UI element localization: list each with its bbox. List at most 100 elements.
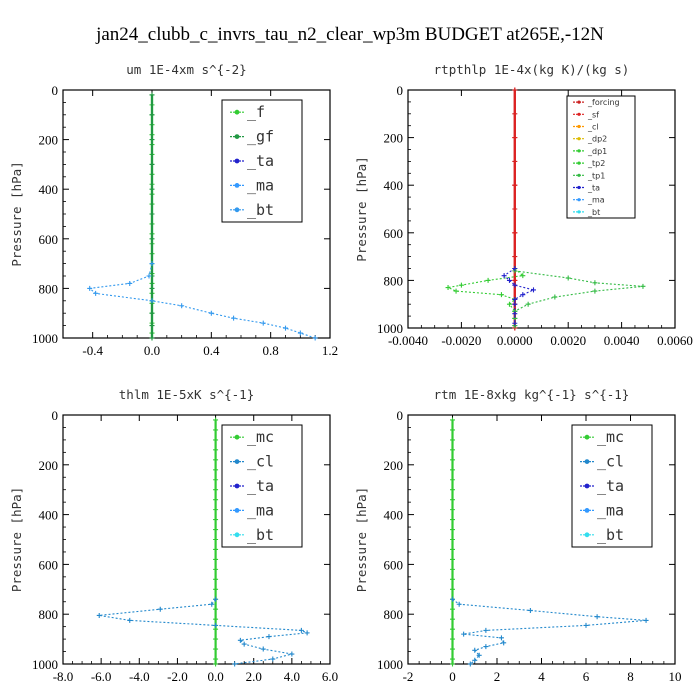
data-point xyxy=(213,622,219,628)
series-group xyxy=(450,417,649,667)
legend-entry: _mc xyxy=(597,428,624,446)
data-point xyxy=(450,537,455,542)
legend-marker xyxy=(234,459,240,464)
panel-1: um 1E-4xm s^{-2} Pressure [hPa] -0.4 0.0 0.4… xyxy=(9,62,338,358)
legend-entry: _cl xyxy=(587,123,599,132)
data-point xyxy=(213,546,219,552)
legend-entry: _ma xyxy=(247,176,274,194)
legend-marker xyxy=(584,483,590,489)
legend: _mc _cl _ta _ma _bt xyxy=(221,424,303,548)
data-point xyxy=(231,315,237,321)
data-point xyxy=(213,636,219,642)
legend-box xyxy=(566,95,636,219)
data-point xyxy=(93,290,99,296)
data-point xyxy=(450,497,455,503)
data-point xyxy=(213,661,219,667)
data-point xyxy=(472,657,478,663)
legend-marker xyxy=(577,185,581,190)
data-point xyxy=(149,323,155,329)
data-point xyxy=(592,288,598,294)
x-tick-label: 8 xyxy=(627,669,634,684)
panel-4: rtm 1E-8xkg kg^{-1} s^{-1} Pressure [hPa]… xyxy=(354,387,682,684)
data-point xyxy=(476,652,482,658)
data-point xyxy=(594,614,600,620)
data-point xyxy=(472,647,478,653)
data-point xyxy=(298,627,304,633)
legend-marker xyxy=(584,434,590,440)
data-point xyxy=(512,320,518,326)
data-point xyxy=(512,135,518,141)
x-tick-label: -2 xyxy=(403,669,414,684)
data-point xyxy=(450,546,455,552)
y-axis-label: Pressure [hPa] xyxy=(354,156,369,261)
data-point xyxy=(283,325,288,331)
data-point xyxy=(483,627,489,633)
x-tick-label: 2.0 xyxy=(246,669,262,684)
legend-marker xyxy=(584,532,590,538)
legend-marker xyxy=(577,210,581,214)
data-point xyxy=(498,635,504,641)
y-tick-label: 200 xyxy=(384,458,404,473)
data-point xyxy=(213,477,219,483)
data-point xyxy=(213,596,219,602)
legend-box xyxy=(221,424,303,548)
data-point xyxy=(450,596,455,602)
x-tick-label: 6 xyxy=(583,669,590,684)
data-point xyxy=(450,636,455,642)
data-point xyxy=(506,277,512,283)
series-line-cl xyxy=(452,598,647,665)
data-point xyxy=(450,626,455,632)
data-point xyxy=(506,301,512,307)
data-point xyxy=(592,280,598,286)
legend-marker xyxy=(577,112,581,116)
legend-entry: _ta xyxy=(597,477,624,495)
data-point xyxy=(232,661,238,667)
y-tick-label: 0 xyxy=(397,408,404,423)
data-point xyxy=(213,447,219,453)
panel-title: rtpthlp 1E-4x(kg K)/(kg s) xyxy=(434,62,630,77)
data-point xyxy=(289,651,295,657)
legend-entry: _tp1 xyxy=(587,171,605,180)
data-point xyxy=(213,437,219,443)
data-point xyxy=(213,646,219,652)
y-tick-label: 800 xyxy=(384,273,404,288)
legend-marker xyxy=(234,508,240,513)
legend-entry: _bt xyxy=(247,201,274,219)
panel-2: rtpthlp 1E-4x(kg K)/(kg s) Pressure [hPa]… xyxy=(354,62,693,348)
y-tick-label: 400 xyxy=(39,508,59,523)
data-point xyxy=(501,273,507,279)
legend-entry: _sf xyxy=(587,110,599,119)
data-point xyxy=(266,634,272,640)
x-tick-label: -8.0 xyxy=(53,669,74,684)
x-tick-label: 0.0 xyxy=(144,343,160,358)
data-point xyxy=(520,292,526,298)
series-line-ta xyxy=(503,268,536,324)
data-point xyxy=(450,527,455,533)
data-point xyxy=(149,236,155,242)
y-tick-label: 400 xyxy=(384,178,404,193)
legend-marker xyxy=(584,459,590,464)
legend-entry: _dp1 xyxy=(587,147,607,156)
data-point xyxy=(149,285,155,291)
data-point xyxy=(583,622,589,628)
data-point xyxy=(213,517,219,523)
y-tick-label: 600 xyxy=(39,557,59,572)
legend-entry: _dp2 xyxy=(587,135,607,144)
data-point xyxy=(450,576,455,582)
data-point xyxy=(149,298,155,304)
legend-entry: _ma xyxy=(597,501,624,519)
x-tick-label: 2 xyxy=(494,669,501,684)
data-point xyxy=(512,277,518,283)
legend-entry: _f xyxy=(247,103,265,121)
legend-marker xyxy=(577,173,581,177)
data-point xyxy=(450,437,455,443)
y-tick-label: 200 xyxy=(39,458,59,473)
x-tick-label: 0.0 xyxy=(207,669,223,684)
y-tick-label: 800 xyxy=(39,607,59,622)
data-point xyxy=(450,477,455,483)
data-point xyxy=(127,617,133,623)
y-tick-label: 200 xyxy=(384,131,404,146)
x-tick-label: -0.0040 xyxy=(388,333,428,348)
legend-entry: _gf xyxy=(247,128,274,146)
data-point xyxy=(149,261,155,267)
